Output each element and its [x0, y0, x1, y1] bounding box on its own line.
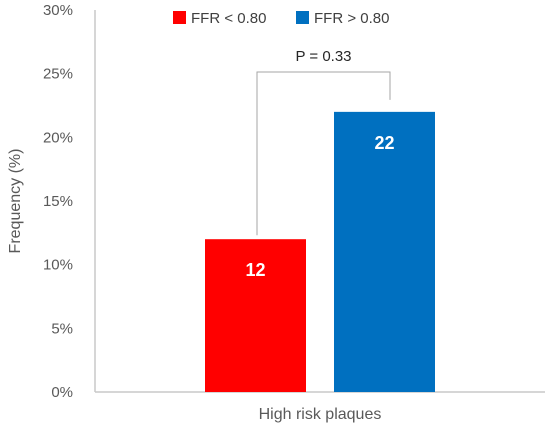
x-category-label: High risk plaques: [259, 406, 382, 423]
legend-label-ffr-below-080: FFR < 0.80: [191, 10, 266, 27]
y-tick-label: 10%: [43, 257, 73, 274]
y-tick-label: 25%: [43, 66, 73, 83]
data-label-ffr-below-080: 12: [245, 260, 265, 280]
bar-ffr-below-080: [205, 239, 306, 392]
legend: FFR < 0.80 FFR > 0.80: [173, 10, 389, 27]
y-tick-label: 30%: [43, 2, 73, 19]
p-value-annotation: P = 0.33: [295, 48, 351, 65]
y-tick-label: 20%: [43, 129, 73, 146]
bar-ffr-above-080: [334, 111, 435, 392]
significance-bracket: [256, 71, 391, 236]
y-tick-label: 5%: [51, 320, 73, 337]
y-axis-title: Frequency (%): [7, 149, 24, 254]
legend-label-ffr-above-080: FFR > 0.80: [314, 10, 389, 27]
legend-swatch-ffr-above-080: [296, 11, 309, 24]
data-label-ffr-above-080: 22: [374, 133, 394, 153]
y-tick-label: 0%: [51, 384, 73, 401]
y-tick-labels: 0% 5% 10% 15% 20% 25% 30%: [43, 2, 73, 401]
y-tick-label: 15%: [43, 193, 73, 210]
legend-swatch-ffr-below-080: [173, 11, 186, 24]
